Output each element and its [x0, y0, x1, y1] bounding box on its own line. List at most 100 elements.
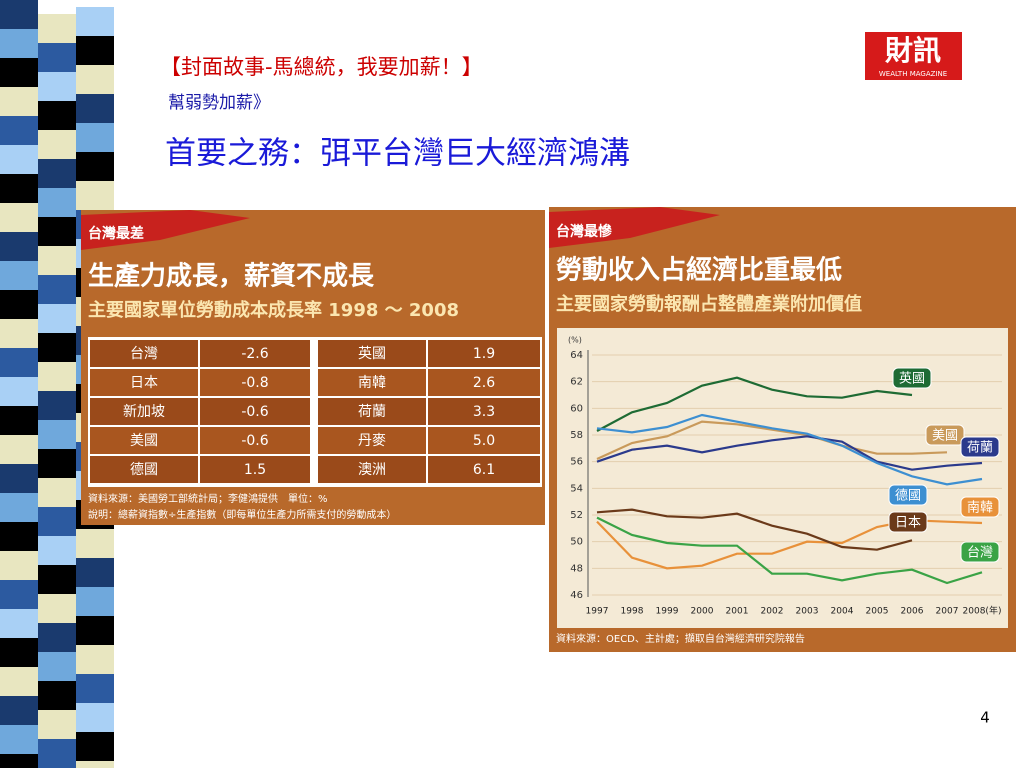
table-cell [200, 427, 310, 454]
table-cell-text: 德國 [130, 462, 158, 478]
y-tick-label: 46 [570, 590, 583, 601]
x-tick-label: 2004 [831, 607, 854, 617]
table-note: 說明：總薪資指數÷生產指數（即每單位生產力所需支付的勞動成本） [88, 508, 396, 521]
stripe-block [38, 159, 76, 188]
stripe-block [76, 529, 114, 558]
stripe-block [0, 580, 38, 609]
stripe-block [0, 232, 38, 261]
unit-label: (%) [568, 336, 582, 345]
stripe-block [76, 558, 114, 587]
stripe-block [38, 536, 76, 565]
x-tick-label: 1998 [621, 607, 644, 617]
table-cell [90, 398, 198, 425]
x-tick-label: 2005 [866, 607, 889, 617]
stripe-block [0, 638, 38, 667]
stripe-block [76, 761, 114, 772]
legend-tag [888, 484, 928, 506]
legend-label: 美國 [932, 429, 958, 444]
stripe-block [38, 565, 76, 594]
stripe-block [38, 14, 76, 43]
table-cell-text: -2.6 [241, 346, 268, 362]
stripe-block [38, 623, 76, 652]
stripe-block [38, 594, 76, 623]
slide-title: 【封面故事-馬總統，我要加薪！】 [160, 55, 483, 79]
chart-subtitle: 主要國家勞動報酬占整體產業附加價值 [556, 293, 862, 315]
legend-label: 荷蘭 [967, 440, 993, 456]
table-cell [90, 369, 198, 396]
series-line [596, 376, 913, 432]
stripe-block [0, 696, 38, 725]
table-subtitle: 主要國家單位勞動成本成長率 1998 ～ 2008 [88, 299, 459, 321]
stripe-block [76, 123, 114, 152]
chart-badge: 台灣最慘 [556, 223, 612, 240]
stripe-block [0, 203, 38, 232]
table-note: 資料來源：美國勞工部統計局；李健鴻提供 單位：% [88, 492, 328, 505]
stripe-block [38, 246, 76, 275]
table-cell-text: 丹麥 [358, 433, 386, 449]
stripe-block [76, 587, 114, 616]
stripe-block [0, 377, 38, 406]
stripe-block [76, 152, 114, 181]
x-tick-label: 2003 [796, 607, 819, 617]
x-tick-label: 2002 [761, 607, 784, 617]
chart-title: 勞動收入占經濟比重最低 [556, 255, 842, 286]
stripe-block [38, 652, 76, 681]
stripe-block [0, 435, 38, 464]
stripe-block [0, 493, 38, 522]
stripe-block [76, 181, 114, 210]
stripe-block [38, 362, 76, 391]
stripe-block [38, 710, 76, 739]
badge-bg [81, 210, 250, 250]
table-cell-text: 日本 [130, 375, 158, 391]
table-cell-text: 英國 [358, 345, 386, 362]
table-cell [318, 427, 426, 454]
stripe-block [38, 275, 76, 304]
stripe-block [38, 420, 76, 449]
legend-tag [925, 424, 965, 446]
stripe-block [76, 645, 114, 674]
y-tick-label: 62 [570, 377, 583, 388]
stripe-block [38, 739, 76, 768]
table-cell [428, 369, 540, 396]
logo-box [865, 32, 962, 80]
y-tick-label: 58 [570, 430, 583, 441]
stripe-block [0, 174, 38, 203]
x-tick-label: 2008(年) [963, 605, 1002, 617]
y-tick-label: 50 [570, 537, 583, 548]
y-tick-label: 52 [570, 510, 583, 521]
stripe-block [38, 507, 76, 536]
table-cell-text: -0.6 [241, 404, 268, 420]
legend-tag [892, 367, 932, 389]
stripe-block [0, 725, 38, 754]
table-title: 生產力成長，薪資不成長 [88, 261, 375, 292]
stripe-block [0, 464, 38, 493]
table-cell [200, 369, 310, 396]
y-tick-label: 64 [570, 350, 583, 361]
stripe-block [0, 58, 38, 87]
stripe-block [38, 304, 76, 333]
stripe-block [38, 101, 76, 130]
legend-tag [960, 496, 1000, 518]
table-cell [428, 427, 540, 454]
stripe-block [0, 522, 38, 551]
table-cell-text: 荷蘭 [358, 404, 386, 420]
legend-label: 英國 [899, 372, 925, 387]
stripe-block [0, 348, 38, 377]
stripe-block [0, 145, 38, 174]
legend-tag [960, 436, 1000, 458]
table-cell-text: 6.1 [473, 462, 495, 478]
table-cell [318, 369, 426, 396]
stripe-block [38, 333, 76, 362]
stripe-block [0, 319, 38, 348]
stripe-block [0, 87, 38, 116]
table-cell [428, 456, 540, 483]
table-cell-text: 南韓 [358, 375, 386, 391]
stripe-block [38, 449, 76, 478]
table-cell-text: 台灣 [130, 346, 158, 362]
table-cell [90, 340, 198, 367]
table-cell-text: 1.9 [473, 346, 495, 362]
table-cell-text: 澳洲 [358, 462, 386, 478]
page-number: 4 [980, 709, 990, 727]
stripe-block [38, 72, 76, 101]
stripe-block [0, 406, 38, 435]
